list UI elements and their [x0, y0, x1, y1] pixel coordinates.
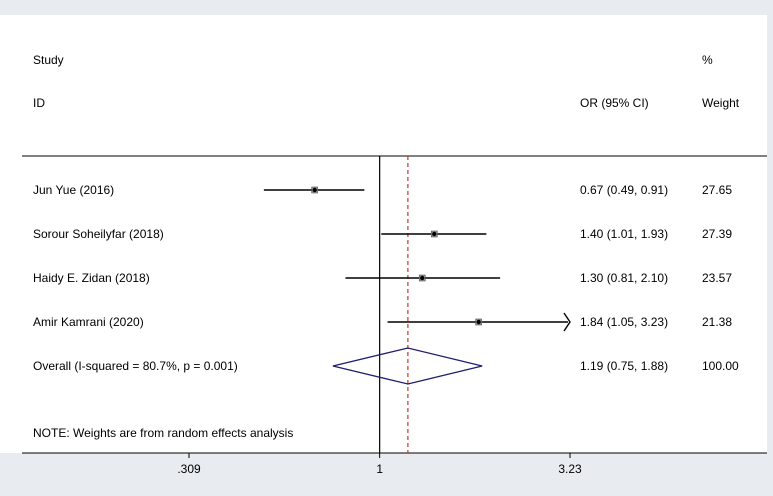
overall-weight: 100.00: [702, 359, 739, 373]
study-point-estimate: [312, 187, 317, 193]
overall-diamond: [332, 347, 483, 385]
study-weight: 21.38: [702, 315, 732, 329]
study-or-ci: 1.40 (1.01, 1.93): [580, 227, 668, 241]
study-or-ci: 1.84 (1.05, 3.23): [580, 315, 668, 329]
header-or-ci: OR (95% CI): [580, 96, 649, 110]
study-weight: 27.39: [702, 227, 732, 241]
header-percent: %: [702, 53, 713, 67]
study-weight: 23.57: [702, 271, 732, 285]
study-label: Haidy E. Zidan (2018): [33, 271, 150, 285]
study-or-ci: 1.30 (0.81, 2.10): [580, 271, 668, 285]
overall-label: Overall (I-squared = 80.7%, p = 0.001): [33, 359, 238, 373]
header-weight: Weight: [702, 96, 740, 110]
study-point-estimate: [476, 319, 481, 325]
study-label: Jun Yue (2016): [33, 183, 114, 197]
study-label: Sorour Soheilyfar (2018): [33, 227, 164, 241]
x-axis-tick-label: 3.23: [558, 462, 582, 476]
study-label: Amir Kamrani (2020): [33, 315, 144, 329]
header-id: ID: [33, 96, 45, 110]
study-weight: 27.65: [702, 183, 732, 197]
overall-or-ci: 1.19 (0.75, 1.88): [580, 359, 668, 373]
study-point-estimate: [432, 231, 437, 237]
header-study: Study: [33, 53, 64, 67]
x-axis-tick-label: .309: [177, 462, 201, 476]
x-axis-tick-label: 1: [376, 462, 383, 476]
ci-arrow-right-icon: [563, 312, 571, 332]
study-or-ci: 0.67 (0.49, 0.91): [580, 183, 668, 197]
study-point-estimate: [420, 275, 425, 281]
footnote: NOTE: Weights are from random effects an…: [33, 426, 293, 440]
